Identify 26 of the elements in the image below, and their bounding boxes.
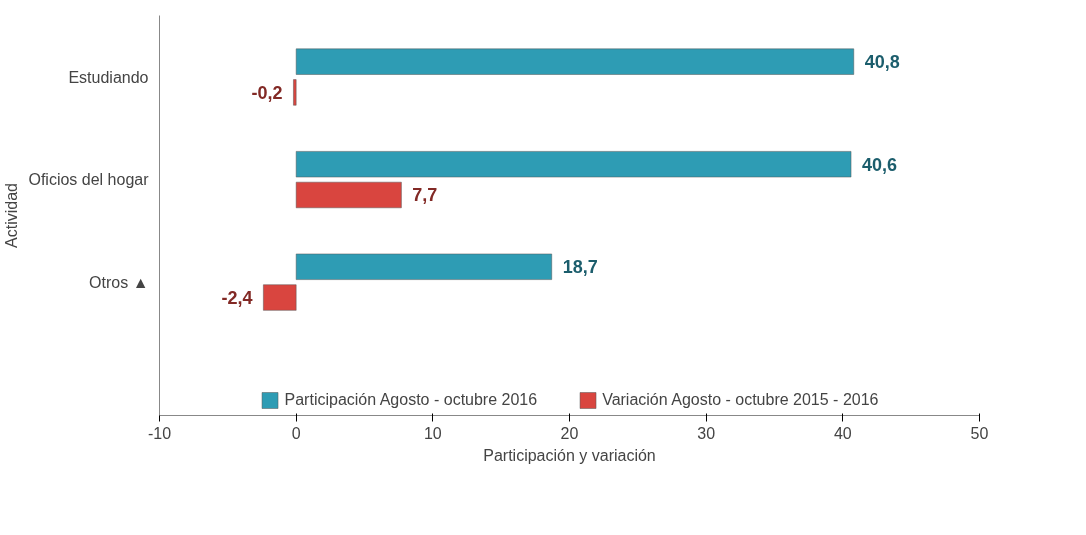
data-label: 18,7 bbox=[562, 257, 598, 278]
bar bbox=[295, 48, 855, 75]
bar bbox=[293, 79, 297, 106]
x-tick-label: 10 bbox=[423, 424, 442, 442]
bar bbox=[295, 253, 552, 280]
x-tick-label: 20 bbox=[560, 424, 579, 442]
y-tick-label: Estudiando bbox=[68, 68, 149, 86]
bar bbox=[263, 284, 297, 311]
data-label: -2,4 bbox=[221, 288, 253, 309]
y-tick-label: Oficios del hogar bbox=[28, 171, 150, 189]
x-tick-label: 40 bbox=[833, 424, 852, 442]
data-label: 40,8 bbox=[864, 52, 900, 73]
x-tick-label: 0 bbox=[291, 424, 301, 442]
data-label: 7,7 bbox=[412, 185, 438, 206]
y-axis-title: Actividad bbox=[3, 183, 21, 248]
data-label: -0,2 bbox=[251, 82, 283, 103]
bar bbox=[295, 151, 852, 178]
x-tick-label: 30 bbox=[697, 424, 716, 442]
x-tick-label: 50 bbox=[970, 424, 989, 442]
y-tick-label: Otros ▲ bbox=[89, 273, 149, 291]
bar bbox=[295, 181, 402, 209]
data-label: 40,6 bbox=[861, 154, 898, 175]
legend-label: Variación Agosto - octubre 2015 - 2016 bbox=[602, 391, 879, 409]
legend-label: Participación Agosto - octubre 2016 bbox=[284, 391, 538, 409]
x-tick-label: -10 bbox=[147, 424, 172, 442]
x-axis-title: Participación y variación bbox=[483, 446, 656, 464]
